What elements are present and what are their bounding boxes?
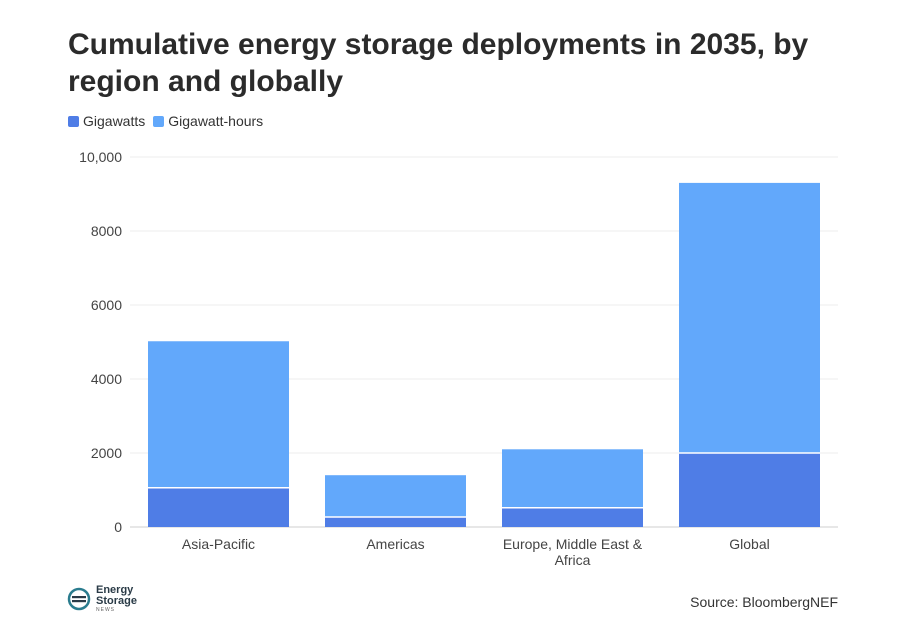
x-tick-label: Global bbox=[729, 536, 769, 552]
chart-title: Cumulative energy storage deployments in… bbox=[68, 28, 809, 98]
x-tick-label: Asia-Pacific bbox=[182, 536, 255, 552]
bar-gigawatt-hours bbox=[679, 182, 820, 453]
bar-gigawatts bbox=[148, 487, 289, 527]
logo-text-line3: NEWS bbox=[96, 607, 115, 613]
source-note: Source: BloombergNEF bbox=[690, 594, 838, 610]
bar-gigawatts bbox=[679, 453, 820, 527]
bar-gigawatts bbox=[325, 517, 466, 527]
legend-swatch-gigawatt-hours bbox=[153, 115, 165, 127]
y-tick-label: 6000 bbox=[91, 297, 122, 313]
x-tick-label: Africa bbox=[555, 552, 591, 568]
legend-label-gigawatt-hours: Gigawatt-hours bbox=[168, 113, 264, 129]
legend: Gigawatts Gigawatt-hours bbox=[68, 113, 263, 129]
legend-item-gigawatt-hours: Gigawatt-hours bbox=[153, 113, 263, 129]
bar-gigawatts bbox=[502, 507, 643, 527]
energy-storage-news-logo: Energy Storage NEWS bbox=[66, 585, 137, 613]
y-tick-label: 8000 bbox=[91, 223, 122, 239]
x-tick-label: Americas bbox=[366, 536, 424, 552]
legend-label-gigawatts: Gigawatts bbox=[83, 113, 146, 129]
logo-icon bbox=[67, 587, 91, 611]
y-tick-label: 0 bbox=[114, 519, 122, 535]
y-tick-label: 4000 bbox=[91, 371, 122, 387]
logo-text-line1: Energy bbox=[96, 584, 134, 596]
legend-swatch-gigawatts bbox=[68, 115, 79, 127]
y-tick-label: 2000 bbox=[91, 445, 122, 461]
y-tick-label: 10,000 bbox=[79, 149, 122, 165]
bar-gigawatt-hours bbox=[502, 449, 643, 508]
bar-gigawatt-hours bbox=[148, 341, 289, 488]
logo-text-line2: Storage bbox=[96, 595, 137, 607]
x-tick-label: Europe, Middle East & bbox=[503, 536, 643, 552]
bar-gigawatt-hours bbox=[325, 475, 466, 518]
legend-item-gigawatts: Gigawatts bbox=[68, 113, 145, 129]
